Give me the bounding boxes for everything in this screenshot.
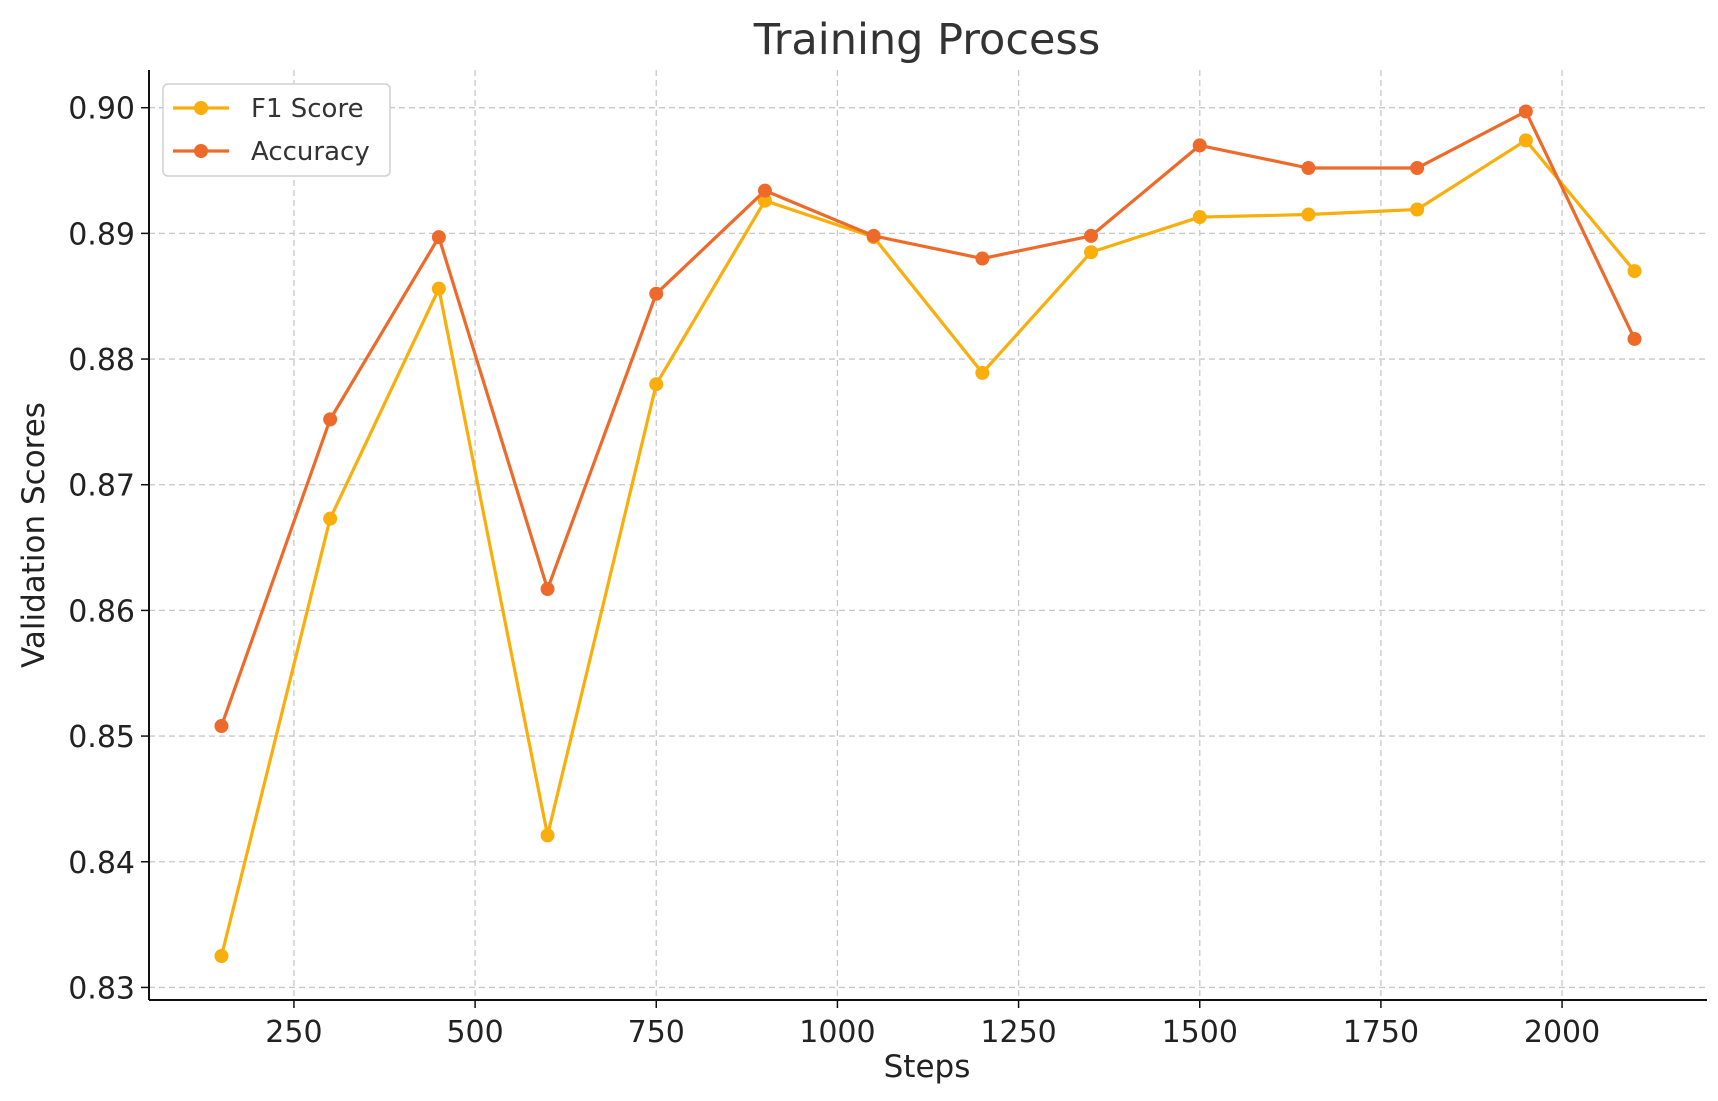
- legend-swatch-marker: [194, 144, 208, 158]
- axis-ticks: 250 500 750 1000 1250 1500 1750 2000 0.83 0.84 0.8…: [68, 92, 1600, 1050]
- x-tick-label: 1000: [799, 1015, 875, 1050]
- y-tick-label: 0.87: [68, 469, 135, 504]
- y-axis-label: Validation Scores: [16, 402, 52, 668]
- legend-item-f1-score: F1 Score: [173, 94, 364, 124]
- data-point-accuracy: [323, 412, 338, 427]
- series-line-f1-score: [219, 138, 1636, 957]
- legend-item-accuracy: Accuracy: [173, 137, 370, 167]
- data-point-accuracy: [540, 582, 555, 597]
- y-tick-label: 0.90: [68, 92, 135, 127]
- data-point-f1-score: [1192, 210, 1207, 225]
- data-point-accuracy: [757, 183, 772, 198]
- data-point-f1-score: [1410, 202, 1425, 217]
- data-point-accuracy: [1410, 161, 1425, 176]
- x-tick-label: 1250: [980, 1015, 1056, 1050]
- data-point-accuracy: [866, 228, 881, 243]
- data-point-accuracy: [975, 251, 990, 266]
- series-line-accuracy: [219, 109, 1636, 727]
- data-point-accuracy: [431, 230, 446, 245]
- data-point-f1-score: [540, 828, 555, 843]
- grid-lines: [149, 70, 1707, 1000]
- x-tick-label: 250: [265, 1015, 322, 1050]
- y-tick-label: 0.88: [68, 343, 135, 378]
- data-point-accuracy: [1192, 138, 1207, 153]
- series-f1-score: [214, 133, 1642, 964]
- x-tick-label: 750: [628, 1015, 685, 1050]
- legend-label: F1 Score: [251, 94, 364, 124]
- data-point-f1-score: [649, 377, 664, 392]
- y-tick-label: 0.85: [68, 720, 135, 755]
- data-point-f1-score: [1627, 264, 1642, 279]
- data-point-accuracy: [214, 719, 229, 734]
- x-axis-label: Steps: [884, 1049, 971, 1085]
- series-accuracy: [214, 104, 1642, 734]
- data-point-f1-score: [431, 281, 446, 296]
- data-point-f1-score: [1084, 245, 1099, 260]
- data-point-accuracy: [1518, 104, 1533, 119]
- data-point-accuracy: [1627, 331, 1642, 346]
- data-series: [214, 104, 1642, 964]
- chart-title: Training Process: [753, 15, 1100, 65]
- legend-swatch-marker: [194, 101, 208, 115]
- y-tick-label: 0.86: [68, 594, 135, 629]
- x-tick-label: 500: [446, 1015, 503, 1050]
- data-point-accuracy: [1301, 161, 1316, 176]
- y-tick-label: 0.83: [68, 971, 135, 1006]
- x-tick-label: 1750: [1343, 1015, 1419, 1050]
- data-point-f1-score: [323, 511, 338, 526]
- y-tick-label: 0.89: [68, 217, 135, 252]
- data-point-f1-score: [975, 365, 990, 380]
- data-point-f1-score: [1518, 133, 1533, 148]
- data-point-accuracy: [1084, 228, 1099, 243]
- data-point-f1-score: [1301, 207, 1316, 222]
- legend: F1 Score Accuracy: [162, 83, 391, 177]
- data-point-f1-score: [214, 949, 229, 964]
- data-point-f1-score: [757, 193, 772, 208]
- axes: [148, 70, 1707, 1001]
- x-tick-label: 1500: [1162, 1015, 1238, 1050]
- data-point-accuracy: [649, 286, 664, 301]
- x-tick-label: 2000: [1524, 1015, 1600, 1050]
- y-tick-label: 0.84: [68, 846, 135, 881]
- legend-label: Accuracy: [251, 137, 370, 167]
